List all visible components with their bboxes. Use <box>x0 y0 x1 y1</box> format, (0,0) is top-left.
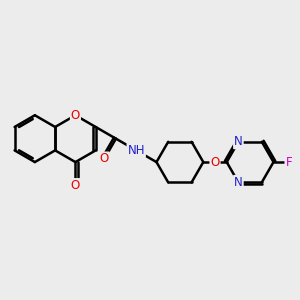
Text: NH: NH <box>128 144 145 157</box>
Text: O: O <box>71 179 80 192</box>
Text: N: N <box>234 135 243 148</box>
Text: O: O <box>71 109 80 122</box>
Text: O: O <box>100 152 109 165</box>
Text: O: O <box>210 156 220 169</box>
Text: N: N <box>234 176 243 189</box>
Text: F: F <box>285 156 292 169</box>
